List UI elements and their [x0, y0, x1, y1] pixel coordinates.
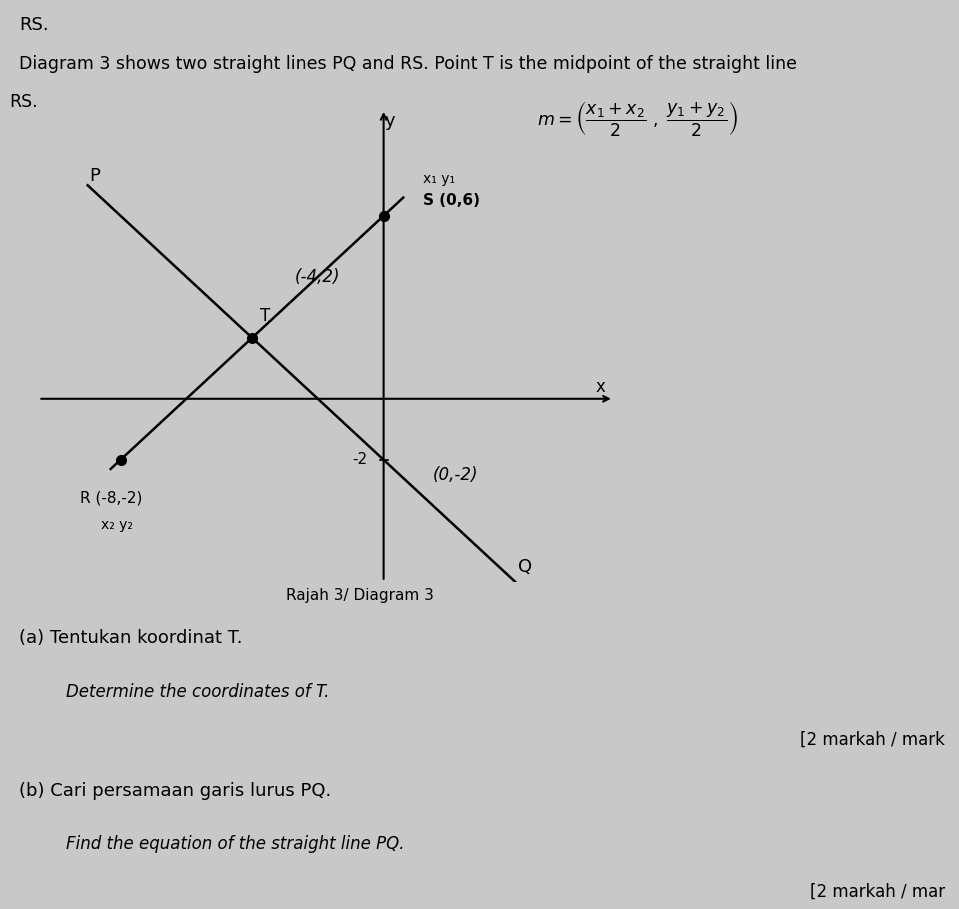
Text: (-4,2): (-4,2): [295, 268, 340, 285]
Text: x₂ y₂: x₂ y₂: [102, 518, 133, 532]
Text: [2 markah / mar: [2 markah / mar: [809, 883, 945, 901]
Text: (b) Cari persamaan garis lurus PQ.: (b) Cari persamaan garis lurus PQ.: [19, 782, 331, 800]
Text: (a) Tentukan koordinat T.: (a) Tentukan koordinat T.: [19, 629, 243, 647]
Text: Rajah 3/ Diagram 3: Rajah 3/ Diagram 3: [286, 588, 433, 603]
Text: Determine the coordinates of T.: Determine the coordinates of T.: [66, 683, 329, 701]
Text: RS.: RS.: [10, 93, 38, 111]
Text: $m=\left(\dfrac{x_1 + x_2}{2}\ ,\ \dfrac{y_1 + y_2}{2}\right)$: $m=\left(\dfrac{x_1 + x_2}{2}\ ,\ \dfrac…: [537, 99, 738, 137]
Text: y: y: [385, 113, 395, 130]
Text: x: x: [596, 377, 605, 395]
Text: T: T: [260, 307, 270, 325]
Text: -2: -2: [352, 453, 367, 467]
Text: P: P: [89, 167, 100, 185]
Text: (0,-2): (0,-2): [433, 466, 479, 484]
Text: Diagram 3 shows two straight lines PQ and RS. Point T is the midpoint of the str: Diagram 3 shows two straight lines PQ an…: [19, 55, 797, 73]
Text: RS.: RS.: [19, 16, 49, 35]
Text: Find the equation of the straight line PQ.: Find the equation of the straight line P…: [66, 835, 405, 854]
Text: x₁ y₁: x₁ y₁: [423, 172, 456, 186]
Text: [2 markah / mark: [2 markah / mark: [800, 731, 945, 749]
Text: S (0,6): S (0,6): [423, 193, 480, 208]
Text: Q: Q: [518, 557, 532, 575]
Text: R (-8,-2): R (-8,-2): [80, 490, 142, 505]
